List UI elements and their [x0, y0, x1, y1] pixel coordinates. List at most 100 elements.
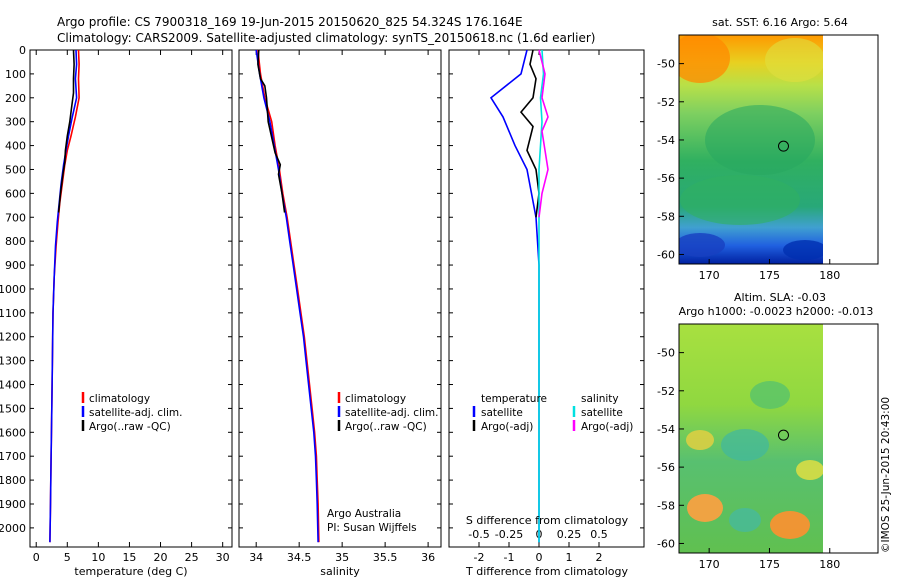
sst-front	[705, 105, 815, 175]
sla-high-anomaly	[796, 460, 823, 480]
series-line-argo-raw-qc	[57, 49, 75, 213]
lat-tick-label: -58	[657, 210, 675, 223]
legend-label-argo: Argo(..raw -QC)	[89, 421, 171, 433]
legend-label-climatology: climatology	[345, 393, 406, 405]
sst-map-title: sat. SST: 6.16 Argo: 5.64	[712, 16, 848, 29]
x-tick-label: 5	[64, 551, 71, 564]
sst-heatmap	[679, 35, 823, 264]
depth-tick-label: 1300	[0, 355, 26, 368]
top-x-tick-label: 0.25	[557, 528, 582, 541]
x-tick-label: 10	[91, 551, 105, 564]
sst-warm-patch	[765, 38, 823, 82]
sla-low-anomaly	[721, 429, 769, 461]
lat-tick-label: -54	[657, 423, 675, 436]
sst-map-panel: sat. SST: 6.16 Argo: 5.64 170 175 180 -50 -5…	[657, 16, 879, 282]
depth-tick-label: 2000	[0, 522, 26, 535]
temperature-legend: climatology satellite-adj. clim. Argo(..…	[81, 392, 182, 433]
series-line-satellite-adj-clim	[49, 49, 78, 543]
sla-low-anomaly	[750, 381, 790, 409]
top-x-tick-label: 0.5	[590, 528, 608, 541]
lon-tick-label: 180	[819, 269, 840, 282]
series-line-salinity-satellite	[538, 49, 545, 543]
top-x-tick-label: -0.25	[495, 528, 523, 541]
legend-heading-temperature: temperature	[481, 393, 547, 405]
depth-tick-label: 800	[5, 235, 26, 248]
sst-warm-patch	[679, 35, 730, 83]
lat-tick-label: -60	[657, 248, 675, 261]
series-line-satellite-adj-clim	[255, 49, 319, 543]
lat-tick-label: -50	[657, 347, 675, 360]
header-line-2: Climatology: CARS2009. Satellite-adjuste…	[57, 31, 595, 45]
sla-map-panel: Altim. SLA: -0.03 Argo h1000: -0.0023 h2…	[657, 291, 879, 571]
depth-tick-label: 900	[5, 259, 26, 272]
x-tick-label: 34	[249, 551, 263, 564]
credit-org: Argo Australia	[327, 508, 401, 520]
depth-tick-label: 100	[5, 68, 26, 81]
depth-tick-label: 200	[5, 92, 26, 105]
header-line-1: Argo profile: CS 7900318_169 19-Jun-2015…	[57, 15, 523, 29]
depth-tick-label: 1200	[0, 331, 26, 344]
temperature-x-axis: 0 5 10 15 20 25 30	[30, 49, 232, 564]
legend-label-satellite: satellite-adj. clim.	[89, 407, 182, 419]
x-tick-label: 0	[33, 551, 40, 564]
argo-float-marker	[777, 140, 789, 152]
x-tick-label: 2	[596, 551, 603, 564]
difference-legend-temperature: temperature satellite Argo(-adj)	[472, 393, 547, 433]
lat-tick-label: -50	[657, 58, 675, 71]
legend-label-t-satellite: satellite	[481, 407, 523, 419]
series-line-temperature-satellite	[489, 49, 540, 543]
depth-tick-label: 0	[19, 44, 26, 57]
difference-series	[489, 49, 549, 543]
lon-tick-label: 175	[759, 269, 780, 282]
x-tick-label: 25	[185, 551, 199, 564]
lat-tick-label: -60	[657, 537, 675, 550]
salinity-xlabel: salinity	[320, 565, 360, 578]
sla-high-anomaly	[770, 511, 810, 539]
legend-label-argo: Argo(..raw -QC)	[345, 421, 427, 433]
depth-tick-label: 1500	[0, 402, 26, 415]
lat-tick-label: -58	[657, 499, 675, 512]
sst-map-frame	[678, 34, 879, 265]
difference-panel: -2 -1 0 1 2-0.5 -0.25 0 0.25 0.5 T difference fr…	[448, 49, 645, 578]
depth-tick-label: 1600	[0, 426, 26, 439]
depth-tick-label: 400	[5, 140, 26, 153]
series-line-argo-raw-qc	[257, 49, 286, 213]
sst-cold-patch	[783, 240, 823, 260]
difference-legend-salinity: salinity satellite Argo(-adj)	[572, 393, 633, 433]
lat-tick-label: -52	[657, 385, 675, 398]
depth-tick-label: 500	[5, 163, 26, 176]
difference-xlabel-top: S difference from climatology	[466, 514, 629, 527]
legend-label-s-satellite: satellite	[581, 407, 623, 419]
lat-tick-label: -56	[657, 172, 675, 185]
x-tick-label: 34.5	[287, 551, 312, 564]
temperature-axes-frame	[29, 49, 233, 548]
lat-tick-label: -52	[657, 96, 675, 109]
sst-band	[680, 175, 800, 225]
x-tick-label: 30	[216, 551, 230, 564]
difference-axes-frame	[448, 49, 645, 548]
x-tick-label: -2	[474, 551, 485, 564]
salinity-panel: 34 34.5 35 35.5 36 salinity climatology sate…	[238, 49, 442, 578]
legend-heading-salinity: salinity	[581, 393, 619, 405]
x-tick-label: 35.5	[373, 551, 398, 564]
depth-tick-label: 600	[5, 187, 26, 200]
temperature-panel: 0100200300400500600700800900100011001200…	[0, 44, 233, 578]
salinity-x-axis: 34 34.5 35 35.5 36	[239, 49, 441, 564]
sla-high-anomaly	[687, 494, 723, 522]
depth-tick-label: 1900	[0, 498, 26, 511]
depth-tick-label: 1000	[0, 283, 26, 296]
x-tick-label: 36	[421, 551, 435, 564]
lat-tick-label: -56	[657, 461, 675, 474]
top-x-tick-label: -0.5	[468, 528, 489, 541]
legend-label-satellite: satellite-adj. clim.	[345, 407, 438, 419]
sla-high-anomaly	[686, 430, 714, 450]
legend-label-climatology: climatology	[89, 393, 150, 405]
depth-tick-label: 1400	[0, 379, 26, 392]
x-tick-label: 0	[536, 551, 543, 564]
lon-tick-label: 170	[699, 269, 720, 282]
temperature-series	[49, 49, 80, 543]
salinity-axes-frame	[238, 49, 442, 548]
sst-map-axes: 170 175 180 -50 -52 -54 -56 -58 -60	[657, 58, 840, 282]
depth-tick-label: 700	[5, 211, 26, 224]
